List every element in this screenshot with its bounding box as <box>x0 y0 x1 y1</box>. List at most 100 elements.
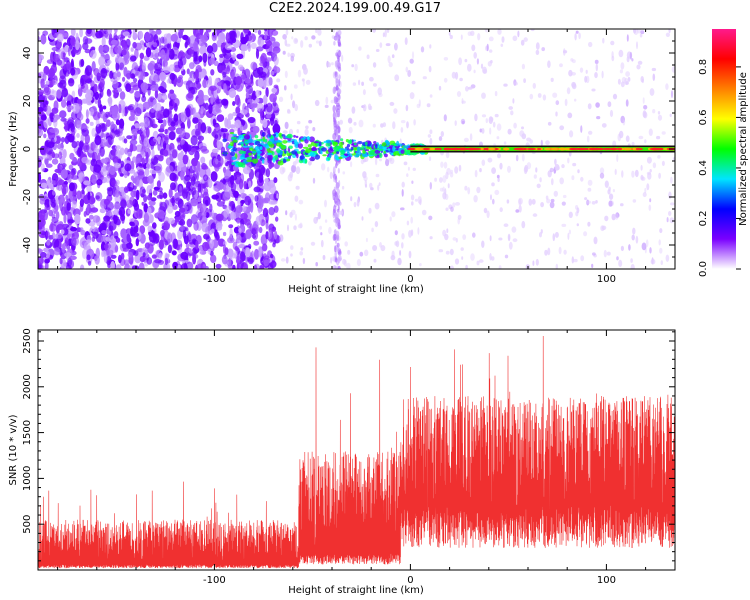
heatmap-cell <box>246 156 253 161</box>
heatmap-cell <box>237 195 242 207</box>
heatmap-cell <box>192 41 199 52</box>
colorbar: 0.0 0.2 0.4 0.6 0.8 Normalized spectral ampl… <box>698 29 749 277</box>
heatmap-cell <box>313 216 318 224</box>
heatmap-cell <box>372 29 376 33</box>
heatmap-cell <box>251 234 257 239</box>
heatmap-cell <box>171 250 177 256</box>
heatmap-cell <box>121 106 126 117</box>
heatmap-cell <box>87 260 92 266</box>
heatmap-cell <box>652 162 657 169</box>
heatmap-cell <box>369 182 373 189</box>
heatmap-cell <box>236 53 244 60</box>
heatmap-cell <box>380 245 386 252</box>
heatmap-cell <box>79 29 83 38</box>
heatmap-cell <box>249 147 254 151</box>
heatmap-cell <box>549 201 555 209</box>
heatmap-cell <box>202 94 210 101</box>
heatmap-cell <box>113 231 119 239</box>
heatmap-cell <box>280 258 286 262</box>
heatmap-cell <box>75 140 80 146</box>
heatmap-cell <box>141 95 147 103</box>
heatmap-cell <box>296 151 302 154</box>
heatmap-cell <box>400 120 406 124</box>
heatmap-cell <box>626 56 630 63</box>
heatmap-cell <box>231 156 237 161</box>
heatmap-cell <box>51 158 59 165</box>
heatmap-cell <box>258 226 263 234</box>
heatmap-cell <box>347 249 351 255</box>
heatmap-cell <box>295 135 299 139</box>
heatmap-cell <box>284 148 287 154</box>
heatmap-cell <box>151 254 157 259</box>
heatmap-cell <box>59 257 63 265</box>
heatmap-cell <box>665 32 671 37</box>
heatmap-cell <box>627 77 631 82</box>
heatmap-cell <box>101 44 110 54</box>
heatmap-cell <box>201 211 207 218</box>
heatmap-cell <box>381 142 387 147</box>
heatmap-cell <box>140 82 149 91</box>
spectrogram-y-axis-label: Frequency (Hz) <box>8 111 19 187</box>
heatmap-cell <box>267 156 272 162</box>
heatmap-cell <box>197 71 205 79</box>
colorbar-tick-label: 0.6 <box>698 109 709 125</box>
heatmap-cell <box>620 115 625 124</box>
heatmap-cell <box>304 143 309 147</box>
heatmap-cell <box>564 98 568 107</box>
heatmap-cell <box>122 31 130 37</box>
heatmap-cell <box>139 225 146 235</box>
heatmap-cell <box>670 176 673 184</box>
heatmap-cell <box>454 166 459 174</box>
heatmap-cell <box>231 175 237 181</box>
heatmap-cell <box>223 83 227 93</box>
heatmap-cell <box>442 186 445 193</box>
heatmap-cell <box>174 102 178 112</box>
heatmap-cell <box>483 207 488 214</box>
heatmap-cell <box>594 59 599 64</box>
heatmap-cell <box>138 163 145 168</box>
heatmap-cell <box>587 179 593 186</box>
heatmap-cell <box>112 89 119 94</box>
heatmap-cell <box>179 128 186 138</box>
heatmap-cell <box>415 147 424 151</box>
heatmap-cell <box>190 176 196 186</box>
heatmap-cell <box>661 131 666 135</box>
heatmap-cell <box>611 213 616 221</box>
heatmap-cell <box>266 152 273 155</box>
heatmap-cell <box>52 238 60 249</box>
heatmap-cell <box>240 44 249 52</box>
heatmap-cell <box>254 29 258 34</box>
heatmap-cell <box>520 39 525 46</box>
heatmap-cell <box>250 42 257 49</box>
heatmap-cell <box>260 195 264 204</box>
heatmap-cell <box>630 258 633 263</box>
heatmap-cell <box>595 200 598 204</box>
heatmap-cell <box>293 134 296 138</box>
heatmap-cell <box>150 197 157 202</box>
heatmap-cell <box>617 133 622 142</box>
heatmap-cell <box>333 175 336 183</box>
heatmap-cell <box>290 253 293 257</box>
heatmap-cell <box>631 141 635 146</box>
heatmap-cell <box>123 43 128 50</box>
heatmap-cell <box>649 198 652 203</box>
heatmap-cell <box>49 112 55 123</box>
heatmap-cell <box>131 128 139 136</box>
heatmap-cell <box>328 226 332 235</box>
heatmap-cell <box>572 162 577 167</box>
heatmap-cell <box>461 256 464 260</box>
heatmap-cell <box>571 72 576 76</box>
heatmap-cell <box>490 60 493 64</box>
heatmap-cell <box>631 234 635 241</box>
heatmap-cell <box>215 104 221 113</box>
heatmap-cell <box>112 80 119 89</box>
heatmap-cell <box>360 146 365 150</box>
heatmap-cell <box>577 169 580 174</box>
heatmap-cell <box>387 55 391 64</box>
page-title: C2E2.2024.199.00.49.G17 <box>268 1 442 16</box>
heatmap-cell <box>422 76 427 80</box>
heatmap-cell <box>335 220 338 227</box>
heatmap-cell <box>406 173 409 178</box>
heatmap-cell <box>591 201 596 205</box>
